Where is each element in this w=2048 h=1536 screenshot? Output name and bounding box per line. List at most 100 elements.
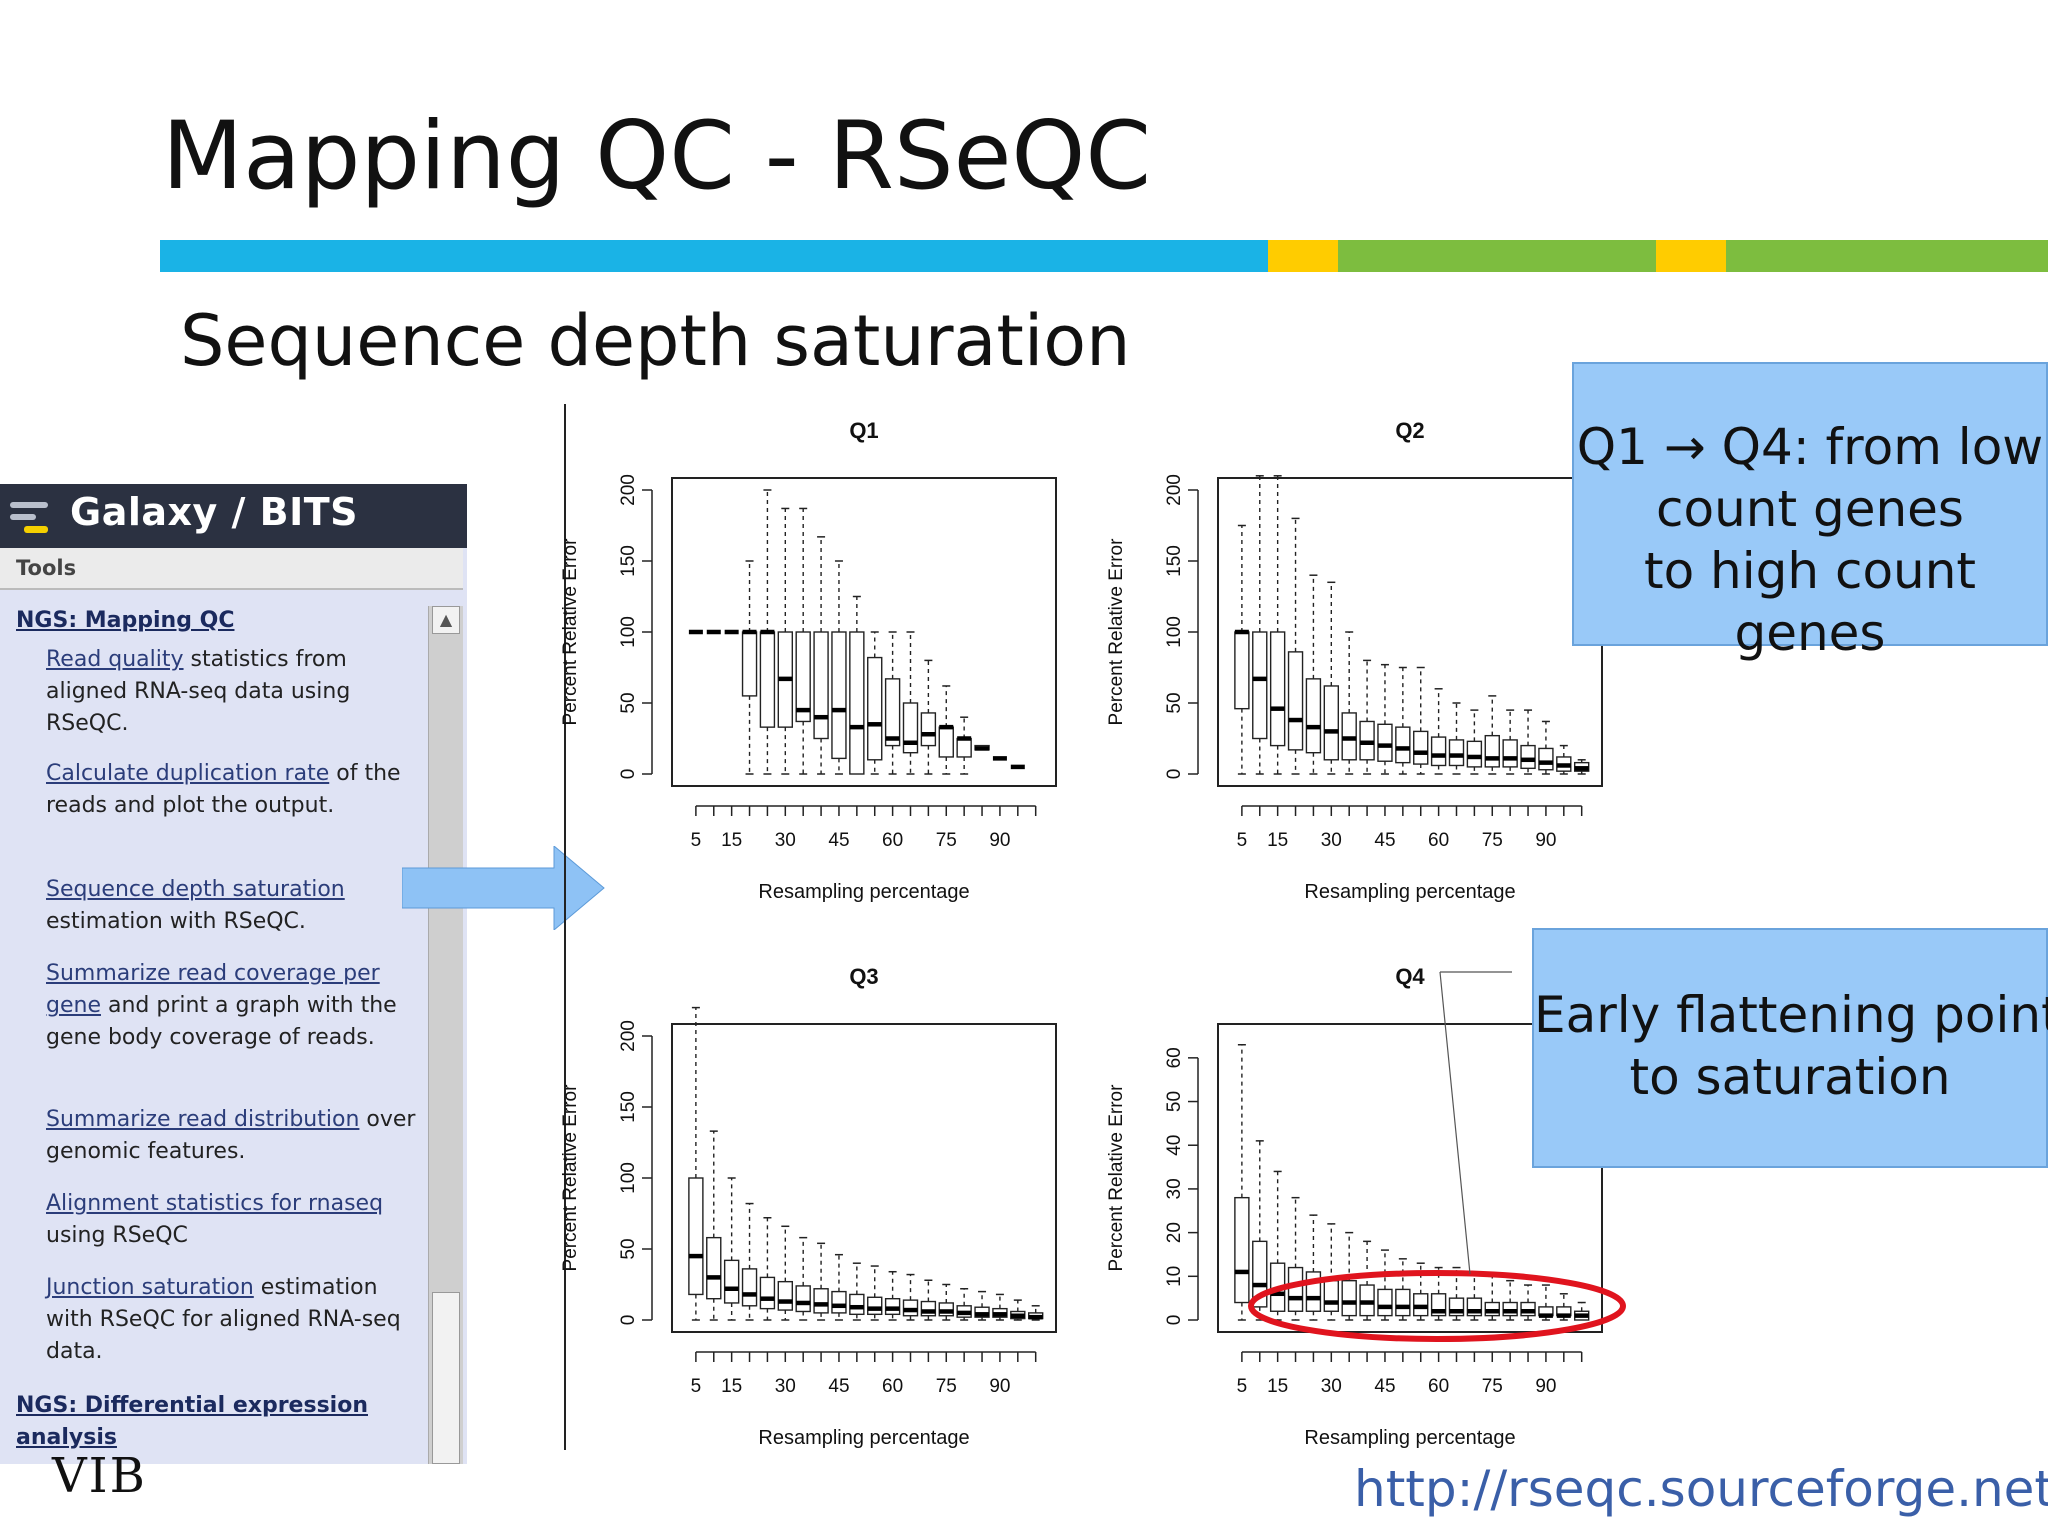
y-tick-label: 0: [1164, 1315, 1185, 1326]
box-q4-45: [1377, 1288, 1393, 1317]
box-q1-75: [938, 726, 954, 758]
slide-title: Mapping QC - RSeQC: [162, 102, 1152, 211]
callout-line: count genes: [1656, 480, 1964, 538]
galaxy-logo-icon: [10, 502, 48, 533]
tool-duplication-rate: Calculate duplication rate of the reads …: [46, 758, 416, 822]
x-tick-label: 45: [1374, 830, 1395, 851]
x-tick-label: 45: [828, 1376, 849, 1397]
y-tick-label: 0: [618, 1315, 639, 1326]
y-tick-label: 100: [1164, 616, 1185, 648]
galaxy-tool-panel: Galaxy / BITS Tools ▲ NGS: Mapping QC Re…: [0, 484, 467, 1464]
section-ngs-differential-expression[interactable]: NGS: Differential expression analysis: [16, 1393, 368, 1450]
tool-desc: estimation with RSeQC.: [46, 909, 306, 934]
chart-title-q4: Q4: [1395, 964, 1425, 989]
x-tick-label: 90: [1535, 1376, 1556, 1397]
y-tick-label: 100: [618, 1162, 639, 1194]
y-axis-label: Percent Relative Error: [1106, 1084, 1127, 1272]
tool-link-read-coverage-per-gene[interactable]: Summarize read coverage per gene: [46, 961, 380, 1018]
highlight-ellipse: [1248, 1270, 1626, 1342]
callout-low-to-high: Q1 → Q4: from low count genes to high co…: [1572, 362, 2048, 662]
accent-segment-green-2: [1726, 240, 2048, 272]
x-tick-label: 15: [721, 830, 742, 851]
x-tick-label: 5: [691, 1376, 702, 1397]
chart-title-q2: Q2: [1395, 418, 1424, 443]
box-q2-85: [1520, 744, 1536, 770]
box-q3-45: [831, 1290, 847, 1314]
x-axis-label: Resampling percentage: [758, 1427, 969, 1449]
x-tick-label: 30: [775, 1376, 796, 1397]
source-url[interactable]: http://rseqc.sourceforge.net/: [1354, 1460, 2048, 1518]
callout-pointer-line: [1439, 971, 1471, 1275]
box-q3-20: [741, 1268, 758, 1307]
accent-color-bar: [160, 240, 2048, 272]
tool-junction-saturation: Junction saturation estimation with RSeQ…: [46, 1272, 416, 1368]
callout-line: Early flattening points: [1534, 986, 2048, 1044]
y-tick-label: 50: [618, 692, 639, 713]
tool-link-alignment-statistics[interactable]: Alignment statistics for rnaseq: [46, 1191, 384, 1216]
x-tick-label: 5: [1237, 830, 1248, 851]
tool-link-junction-saturation[interactable]: Junction saturation: [46, 1275, 254, 1300]
box-q1-50: [849, 631, 865, 775]
tool-read-distribution: Summarize read distribution over genomic…: [46, 1104, 416, 1168]
x-tick-label: 90: [989, 1376, 1010, 1397]
box-q2-20: [1287, 651, 1304, 751]
y-axis-label: Percent Relative Error: [560, 538, 581, 726]
tool-link-read-quality[interactable]: Read quality: [46, 647, 184, 672]
y-tick-label: 50: [618, 1238, 639, 1259]
box-q1-40: [813, 631, 829, 740]
box-q2-50: [1395, 726, 1411, 764]
box-q1-70: [920, 712, 937, 747]
box-q4-35: [1341, 1279, 1357, 1317]
x-axis-label: Resampling percentage: [1304, 881, 1515, 903]
box-q1-25: [759, 631, 776, 728]
section-ngs-mapping-qc[interactable]: NGS: Mapping QC: [16, 608, 235, 633]
box-q3-30: [777, 1280, 794, 1311]
box-q3-40: [813, 1288, 829, 1314]
y-tick-label: 30: [1164, 1178, 1185, 1199]
box-q1-35: [795, 631, 811, 723]
accent-segment-yellow: [1268, 240, 1338, 272]
box-q4-20: [1287, 1266, 1304, 1312]
x-tick-label: 90: [1535, 830, 1556, 851]
chart-title-q1: Q1: [849, 418, 878, 443]
tool-link-sequence-depth-saturation[interactable]: Sequence depth saturation: [46, 877, 345, 902]
x-tick-label: 75: [1482, 830, 1503, 851]
box-q3-15: [723, 1259, 740, 1304]
y-tick-label: 200: [618, 1020, 639, 1052]
tool-link-duplication-rate[interactable]: Calculate duplication rate: [46, 761, 330, 786]
tool-desc: using RSeQC: [46, 1223, 188, 1248]
x-tick-label: 15: [1267, 830, 1288, 851]
box-q3-5: [688, 1177, 704, 1296]
x-tick-label: 15: [1267, 1376, 1288, 1397]
x-tick-label: 90: [989, 830, 1010, 851]
box-q1-65: [902, 702, 919, 754]
x-tick-label: 60: [882, 830, 903, 851]
tool-desc: over genomic features.: [46, 1107, 416, 1164]
box-q2-70: [1466, 740, 1483, 768]
box-q4-50: [1395, 1288, 1411, 1317]
x-tick-label: 75: [1482, 1376, 1503, 1397]
x-tick-label: 30: [775, 830, 796, 851]
box-q2-80: [1502, 739, 1518, 768]
scroll-thumb[interactable]: [432, 1292, 460, 1464]
box-q3-35: [795, 1285, 811, 1313]
y-tick-label: 50: [1164, 692, 1185, 713]
y-tick-label: 150: [1164, 545, 1185, 577]
callout-early-flattening: Early flattening points to saturation: [1532, 928, 2048, 1168]
callout-line: to high count genes: [1643, 542, 1977, 662]
box-q1-45: [831, 631, 847, 760]
tool-desc: and print a graph with the gene body cov…: [46, 993, 397, 1050]
box-q2-15: [1269, 631, 1286, 747]
box-q2-45: [1377, 723, 1393, 762]
tool-read-quality: Read quality statistics from aligned RNA…: [46, 644, 416, 740]
box-q1-80: [956, 737, 972, 758]
pointer-arrow-icon: [402, 846, 605, 930]
scroll-up-icon[interactable]: ▲: [432, 606, 460, 634]
x-tick-label: 5: [1237, 1376, 1248, 1397]
box-q1-20: [741, 631, 758, 697]
tool-link-read-distribution[interactable]: Summarize read distribution: [46, 1107, 360, 1132]
y-axis-label: Percent Relative Error: [1106, 538, 1127, 726]
x-tick-label: 30: [1321, 830, 1342, 851]
box-q2-25: [1305, 678, 1322, 754]
tool-alignment-statistics: Alignment statistics for rnaseq using RS…: [46, 1188, 416, 1252]
